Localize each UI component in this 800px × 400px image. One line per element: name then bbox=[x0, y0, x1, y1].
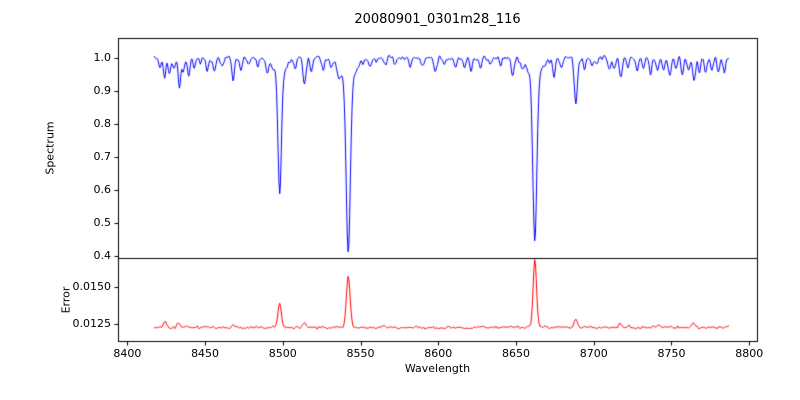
x-tick-label: 8700 bbox=[579, 347, 608, 360]
x-tick-label: 8750 bbox=[657, 347, 686, 360]
y-tick-label: 1.0 bbox=[93, 50, 112, 64]
x-tick-label: 8650 bbox=[502, 347, 530, 360]
y-tick-label: 0.8 bbox=[93, 116, 112, 130]
y-tick-label: 0.0125 bbox=[72, 317, 112, 331]
y-tick-label: 0.9 bbox=[93, 83, 112, 97]
y-axis-label-spectrum: Spectrum bbox=[43, 121, 57, 175]
y-tick-label: 0.6 bbox=[93, 182, 112, 196]
y-tick-label: 0.4 bbox=[93, 248, 112, 262]
x-tick-label: 8550 bbox=[346, 347, 375, 360]
x-axis-label: Wavelength bbox=[404, 362, 471, 375]
x-tick-label: 8800 bbox=[735, 347, 764, 360]
y-tick-label: 0.0150 bbox=[72, 279, 112, 293]
x-tick-label: 8500 bbox=[268, 347, 297, 360]
y-tick-label: 0.7 bbox=[93, 149, 112, 163]
y-tick-label: 0.5 bbox=[93, 215, 112, 229]
x-tick-label: 8450 bbox=[191, 347, 220, 360]
x-tick-label: 8600 bbox=[424, 347, 453, 360]
chart-title: 20080901_0301m28_116 bbox=[354, 12, 521, 27]
x-tick-label: 8400 bbox=[113, 347, 142, 360]
